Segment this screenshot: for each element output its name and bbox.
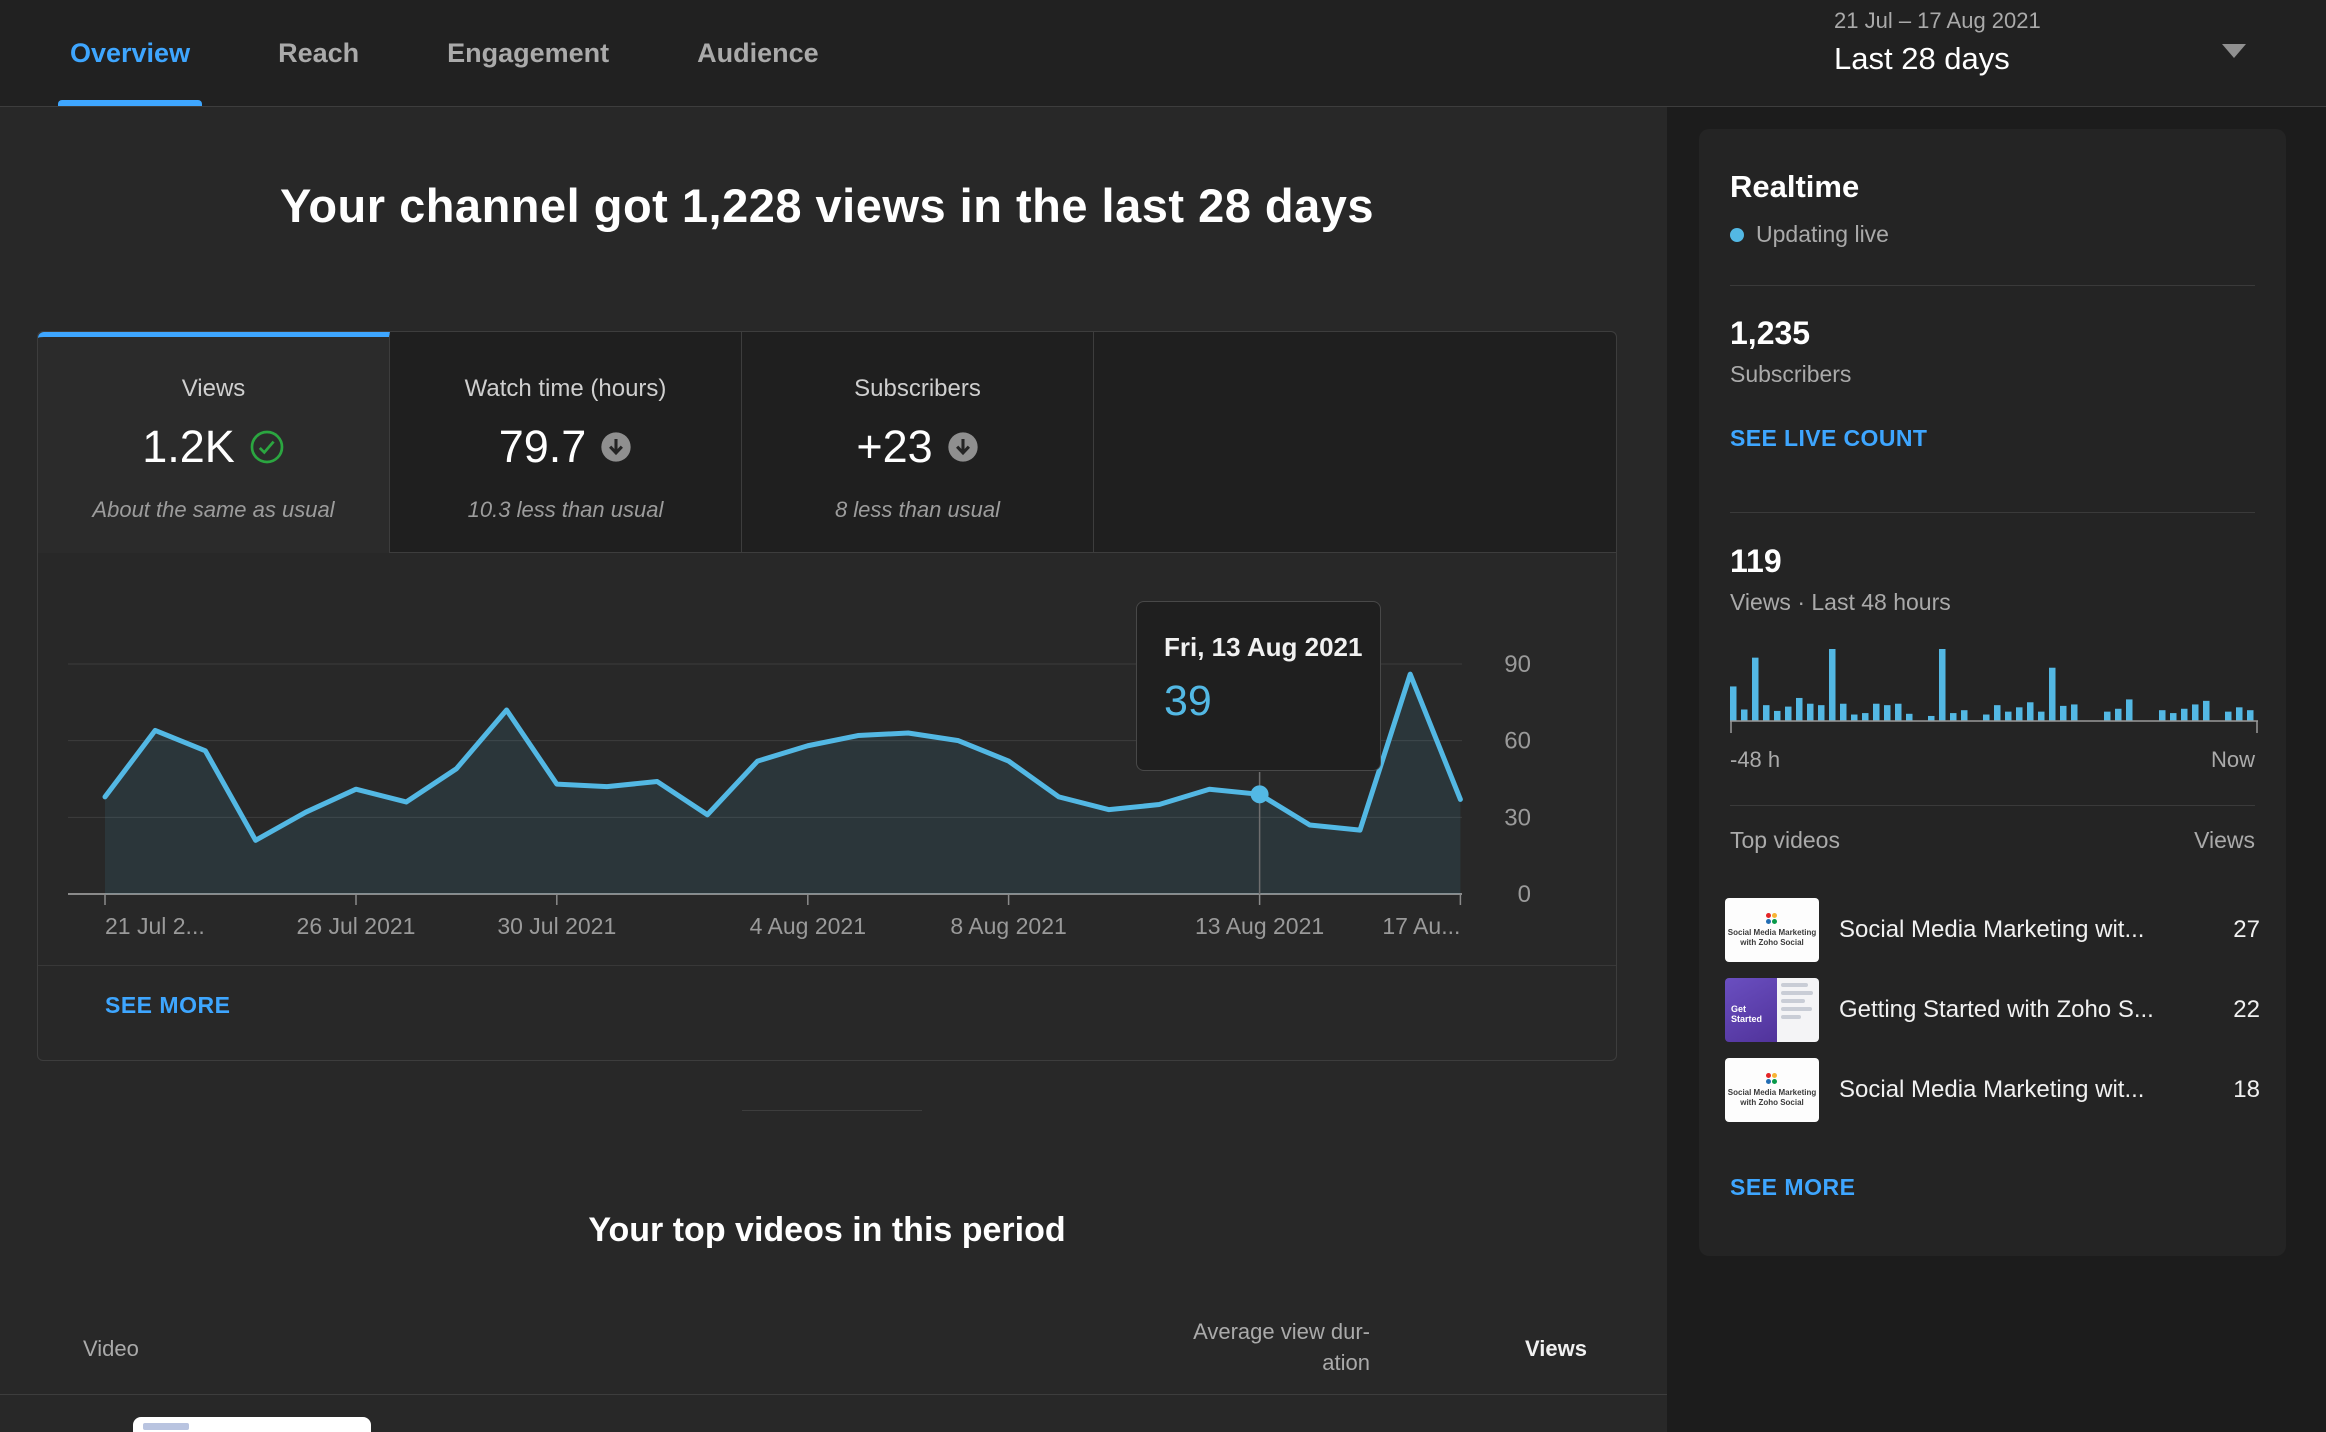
video-title: Social Media Marketing wit... [1839, 916, 2145, 943]
table-row-thumbnail[interactable] [133, 1417, 371, 1432]
live-dot-icon [1730, 227, 1744, 242]
thumb-text-line: Get Started [1731, 1004, 1763, 1024]
tab-audience[interactable]: Audience [697, 37, 819, 68]
metric-value: 1.2K [142, 421, 235, 472]
page-title: Your channel got 1,228 views in the last… [279, 179, 1375, 232]
svg-text:26 Jul 2021: 26 Jul 2021 [297, 913, 416, 939]
thumb-text-line: Social Media Marketing [1727, 927, 1817, 937]
right-panel: Realtime Updating live 1,235 Subscribers… [1667, 107, 2326, 1432]
top-videos-header: Top videos [1730, 827, 1840, 853]
metric-subtitle: 8 less than usual [834, 497, 1001, 522]
divider [1730, 805, 2255, 806]
views-line-chart[interactable]: 0 30 60 90 21 Jul 2... 26 Jul 2021 30 Jul 2021… [57, 631, 1618, 971]
column-header-line: ation [1322, 1350, 1370, 1375]
thumb-text-line: with Zoho Social [1740, 937, 1804, 947]
column-header-views[interactable]: Views [1525, 1336, 1587, 1361]
table-header-divider [0, 1394, 1667, 1395]
tab-overview[interactable]: Overview [57, 0, 203, 106]
thumbnail-screenshot [1776, 978, 1819, 1042]
metric-tab-subscribers[interactable]: Subscribers +23 8 less than usual [742, 332, 1094, 553]
zoho-logo-icon [1766, 1072, 1778, 1085]
column-header-avg-view-duration[interactable]: Average view dur- ation [1070, 1316, 1370, 1378]
realtime-title: Realtime [1730, 169, 1860, 204]
realtime-bar-chart [1730, 649, 2258, 733]
video-views: 27 [2233, 916, 2260, 943]
top-navigation-bar: Overview Reach Engagement Audience 21 Ju… [0, 0, 2326, 107]
realtime-status-text: Updating live [1756, 221, 1889, 247]
svg-text:0: 0 [1518, 881, 1531, 908]
tab-engagement[interactable]: Engagement [447, 37, 610, 68]
svg-text:17 Au...: 17 Au... [1382, 913, 1460, 939]
svg-text:30: 30 [1504, 804, 1531, 831]
video-thumbnail: Social Media Marketing with Zoho Social [1725, 1058, 1819, 1122]
line-chart-canvas: 0 30 60 90 21 Jul 2... 26 Jul 2021 30 Jul 2021… [68, 651, 1531, 939]
top-video-row[interactable]: Get Started Getting Started with Zoho S.… [1725, 978, 2260, 1042]
zoho-logo-icon [1766, 912, 1778, 925]
tab-reach[interactable]: Reach [278, 37, 360, 68]
metric-value: +23 [856, 421, 933, 472]
column-header-line: Average view dur- [1193, 1319, 1370, 1344]
realtime-card: Realtime Updating live 1,235 Subscribers… [1699, 129, 2286, 1256]
tooltip-date: Fri, 13 Aug 2021 [1164, 632, 1363, 662]
axis-label-left: -48 h [1730, 747, 1781, 772]
section-divider [742, 1110, 922, 1111]
chevron-down-icon [2222, 44, 2246, 58]
video-title: Getting Started with Zoho S... [1839, 996, 2154, 1023]
realtime-subscribers-label: Subscribers [1730, 361, 1852, 387]
axis-label-right: Now [2210, 747, 2255, 772]
metric-subtitle: About the same as usual [92, 497, 335, 522]
thumb-text-line: Social Media Marketing [1727, 1087, 1817, 1097]
chart-tooltip: Fri, 13 Aug 2021 39 [1136, 601, 1381, 771]
date-range-text: 21 Jul – 17 Aug 2021 [1834, 8, 2041, 33]
svg-text:30 Jul 2021: 30 Jul 2021 [497, 913, 616, 939]
realtime-subscribers-value: 1,235 [1730, 315, 1811, 351]
svg-text:4 Aug 2021: 4 Aug 2021 [750, 913, 866, 939]
realtime-views-value: 119 [1730, 543, 1782, 579]
divider [1730, 285, 2255, 286]
video-title: Social Media Marketing wit... [1839, 1076, 2145, 1103]
video-views: 18 [2233, 1076, 2260, 1103]
metric-tabs-filler [1094, 332, 1616, 553]
arrow-down-circle-icon [948, 432, 978, 462]
metric-label: Subscribers [854, 375, 981, 402]
metric-value: 79.7 [498, 421, 587, 472]
thumbnail-placeholder [143, 1423, 189, 1430]
thumb-text-line: with Zoho Social [1740, 1097, 1804, 1107]
metric-tabs: Views 1.2K About the same as usual Watch… [38, 332, 1616, 553]
metric-subtitle: 10.3 less than usual [467, 497, 664, 522]
arrow-down-circle-icon [601, 432, 631, 462]
metric-label: Watch time (hours) [464, 375, 667, 402]
top-video-row[interactable]: Social Media Marketing with Zoho Social … [1725, 898, 2260, 962]
video-thumbnail: Get Started [1725, 978, 1819, 1042]
analytics-tabs: Overview Reach Engagement Audience [57, 0, 819, 106]
top-video-row[interactable]: Social Media Marketing with Zoho Social … [1725, 1058, 2260, 1122]
realtime-see-more-link[interactable]: SEE MORE [1730, 1174, 1856, 1200]
realtime-views-label: Views · Last 48 hours [1730, 589, 1951, 615]
svg-text:8 Aug 2021: 8 Aug 2021 [950, 913, 1066, 939]
check-circle-icon [250, 430, 284, 464]
svg-text:90: 90 [1504, 651, 1531, 678]
column-header-video[interactable]: Video [83, 1336, 139, 1361]
svg-text:21 Jul 2...: 21 Jul 2... [105, 913, 205, 939]
realtime-status: Updating live [1730, 221, 1889, 248]
svg-text:60: 60 [1504, 728, 1531, 755]
metric-tab-views[interactable]: Views 1.2K About the same as usual [38, 332, 390, 553]
metric-tab-watch-time[interactable]: Watch time (hours) 79.7 10.3 less than u… [390, 332, 742, 553]
date-range-picker[interactable]: 21 Jul – 17 Aug 2021 Last 28 days [1834, 8, 2304, 100]
video-thumbnail: Social Media Marketing with Zoho Social [1725, 898, 1819, 962]
top-videos-section-title: Your top videos in this period [588, 1211, 1066, 1249]
divider [1730, 512, 2255, 513]
metric-label: Views [181, 375, 246, 402]
card-divider [38, 965, 1616, 966]
see-live-count-link[interactable]: SEE LIVE COUNT [1730, 425, 1928, 451]
date-range-label: Last 28 days [1834, 41, 2010, 76]
video-views: 22 [2233, 996, 2260, 1023]
top-videos-views-header: Views [2194, 827, 2255, 853]
see-more-link[interactable]: SEE MORE [105, 992, 231, 1018]
tooltip-value: 39 [1164, 677, 1212, 725]
svg-text:13 Aug 2021: 13 Aug 2021 [1195, 913, 1324, 939]
